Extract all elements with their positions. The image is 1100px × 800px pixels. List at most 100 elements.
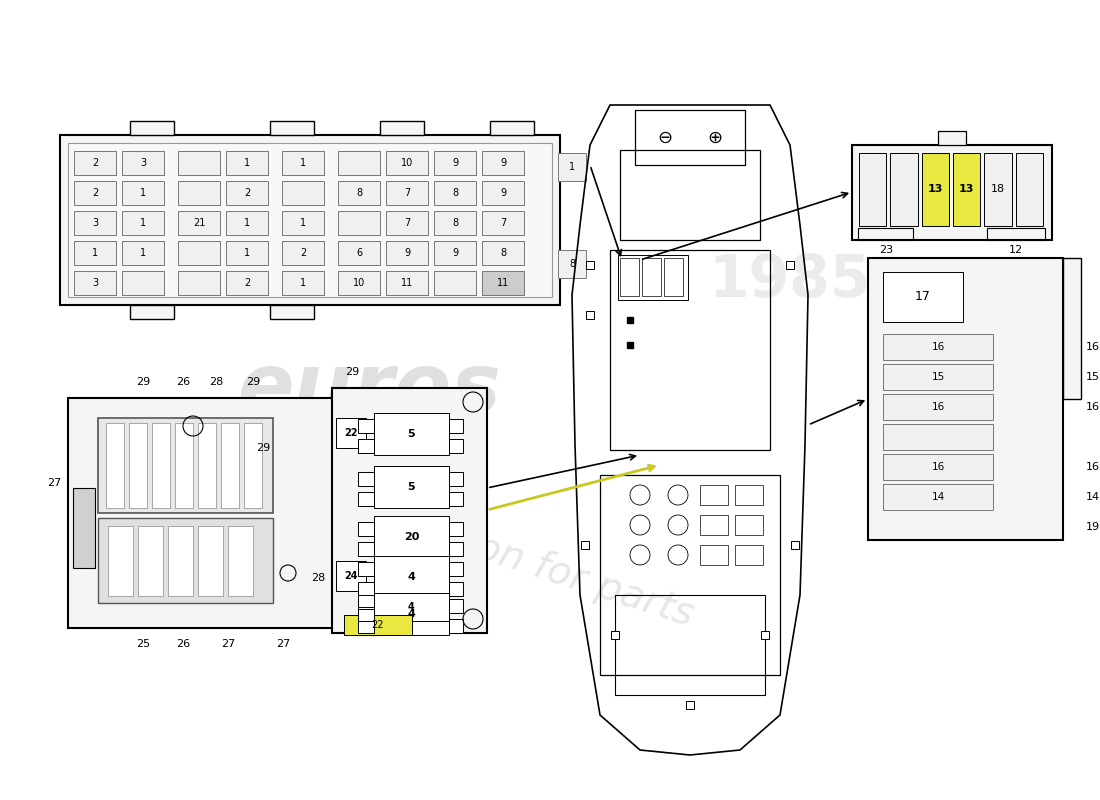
Text: 7: 7 — [404, 218, 410, 228]
Bar — [642, 258, 661, 296]
Bar — [122, 211, 164, 235]
Bar — [664, 258, 683, 296]
Bar — [358, 595, 374, 607]
Bar — [374, 413, 449, 455]
Bar — [987, 228, 1045, 240]
Text: 2: 2 — [92, 188, 98, 198]
Text: 1: 1 — [569, 162, 575, 172]
Bar — [482, 181, 524, 205]
Bar — [1063, 258, 1081, 399]
Bar — [610, 631, 619, 639]
Bar — [68, 398, 338, 628]
Text: 24: 24 — [344, 571, 358, 581]
Text: 16: 16 — [932, 462, 945, 472]
Bar — [482, 271, 524, 295]
Bar — [586, 311, 594, 319]
Bar — [374, 593, 449, 621]
Bar — [386, 211, 428, 235]
Bar — [386, 151, 428, 175]
Text: a passion for parts: a passion for parts — [342, 486, 698, 634]
Text: 10: 10 — [400, 158, 414, 168]
Text: 15: 15 — [1086, 372, 1100, 382]
Text: 3: 3 — [92, 278, 98, 288]
Bar — [358, 609, 374, 621]
Text: 8: 8 — [356, 188, 362, 198]
Bar — [449, 439, 463, 453]
Bar — [226, 271, 268, 295]
Text: 11: 11 — [400, 278, 414, 288]
Bar — [244, 423, 262, 508]
Bar — [386, 271, 428, 295]
Bar — [74, 241, 116, 265]
Bar — [374, 556, 449, 598]
Bar — [270, 305, 314, 319]
Text: 29: 29 — [246, 377, 260, 387]
Bar — [226, 211, 268, 235]
Text: 11: 11 — [497, 278, 509, 288]
Text: 22: 22 — [344, 428, 358, 438]
Bar — [178, 151, 220, 175]
Text: 9: 9 — [404, 248, 410, 258]
Bar — [168, 526, 192, 596]
Text: 28: 28 — [209, 377, 223, 387]
Bar — [178, 181, 220, 205]
Bar — [434, 271, 476, 295]
Bar — [890, 153, 917, 226]
Bar — [129, 423, 147, 508]
Text: 16: 16 — [1086, 462, 1100, 472]
Bar — [482, 241, 524, 265]
Bar — [74, 211, 116, 235]
Bar — [938, 131, 966, 145]
Bar — [883, 454, 993, 480]
Text: 14: 14 — [932, 492, 945, 502]
Text: 26: 26 — [176, 639, 190, 649]
Text: 21: 21 — [192, 218, 206, 228]
Bar — [449, 599, 463, 613]
Text: 2: 2 — [244, 278, 250, 288]
Bar — [586, 261, 594, 269]
Bar — [282, 211, 324, 235]
Text: 7: 7 — [404, 188, 410, 198]
Text: 16: 16 — [1086, 402, 1100, 412]
Text: 9: 9 — [499, 188, 506, 198]
Bar — [883, 334, 993, 360]
Bar — [358, 439, 374, 453]
Bar — [852, 145, 1052, 240]
Bar — [620, 150, 760, 240]
Bar — [336, 561, 366, 591]
Bar — [868, 258, 1063, 540]
Text: 12: 12 — [1009, 245, 1023, 255]
Bar — [735, 515, 763, 535]
Bar — [74, 271, 116, 295]
Bar — [74, 181, 116, 205]
Bar — [221, 423, 239, 508]
Bar — [490, 121, 534, 135]
Bar — [482, 211, 524, 235]
Text: 9: 9 — [452, 158, 458, 168]
Bar — [635, 110, 745, 165]
Bar — [338, 211, 379, 235]
Bar — [449, 522, 463, 536]
Bar — [152, 423, 170, 508]
Bar — [358, 582, 374, 596]
Bar — [226, 241, 268, 265]
Bar — [859, 153, 887, 226]
Bar — [686, 701, 694, 709]
Bar — [270, 121, 314, 135]
Text: 13: 13 — [927, 185, 943, 194]
Bar — [358, 472, 374, 486]
Bar — [338, 241, 379, 265]
Bar — [106, 423, 124, 508]
Text: 3: 3 — [140, 158, 146, 168]
Bar — [922, 153, 949, 226]
Bar — [282, 151, 324, 175]
Text: 20: 20 — [404, 532, 419, 542]
Text: 26: 26 — [176, 377, 190, 387]
Text: ⊖: ⊖ — [658, 129, 672, 147]
Text: 9: 9 — [499, 158, 506, 168]
Bar — [374, 593, 449, 635]
Text: 1985: 1985 — [708, 251, 871, 309]
Text: 22: 22 — [372, 620, 384, 630]
Bar — [358, 599, 374, 613]
Text: 2: 2 — [244, 188, 250, 198]
